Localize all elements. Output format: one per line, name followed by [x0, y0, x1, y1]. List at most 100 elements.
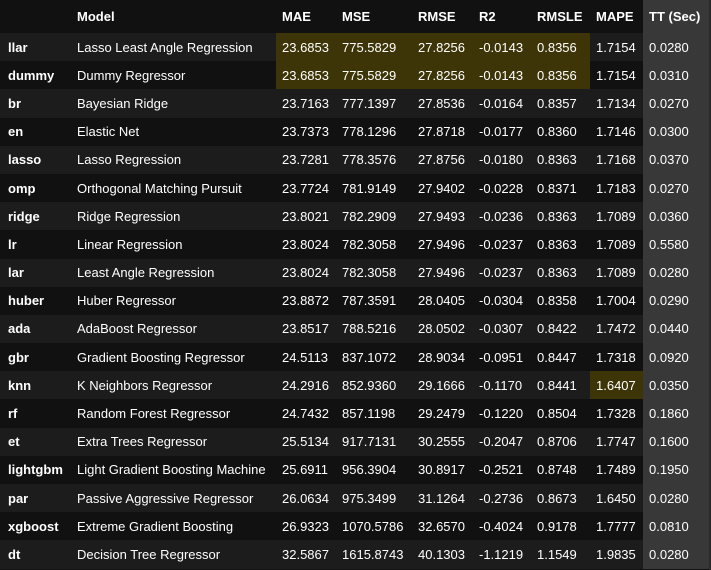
- mape-value: 1.7777: [596, 518, 636, 534]
- rmsle-value: 1.1549: [537, 546, 577, 562]
- table-row: rf Random Forest Regressor 24.7432 857.1198…: [0, 399, 711, 428]
- table-row: dt Decision Tree Regressor 32.5867 1615.874…: [0, 540, 711, 569]
- rmse-value: 29.2479: [418, 406, 465, 422]
- model-name: Elastic Net: [77, 124, 140, 140]
- tt-sec-value: 0.0370: [643, 145, 711, 174]
- mape-value: 1.7154: [596, 39, 636, 55]
- mae-value: 23.8024: [282, 265, 329, 281]
- mae-value: 23.8024: [282, 236, 329, 252]
- row-index: ridge: [8, 208, 40, 224]
- rmse-value: 28.0405: [418, 293, 465, 309]
- tt-sec-value: 0.0280: [643, 33, 711, 62]
- rmsle-value: 0.8363: [537, 208, 577, 224]
- column-header-tt-sec: TT (Sec): [643, 0, 711, 33]
- row-index: omp: [8, 180, 36, 196]
- tt-sec-value: 0.1600: [643, 427, 711, 456]
- model-name: AdaBoost Regressor: [77, 321, 197, 337]
- model-name: Linear Regression: [77, 236, 183, 252]
- model-name: Decision Tree Regressor: [77, 546, 221, 562]
- row-index: lr: [8, 236, 17, 252]
- tt-sec-value: 0.0280: [643, 258, 711, 287]
- model-name: Least Angle Regression: [77, 265, 215, 281]
- r2-value: -0.0237: [479, 265, 524, 281]
- rmse-value: 28.9034: [418, 349, 465, 365]
- mae-value: 23.7724: [282, 180, 329, 196]
- rmsle-value: 0.8356: [531, 61, 590, 90]
- mape-value: 1.7154: [596, 67, 636, 83]
- tt-sec-value: 0.0440: [643, 314, 711, 344]
- model-name: K Neighbors Regressor: [77, 377, 213, 393]
- mae-value: 32.5867: [282, 546, 329, 562]
- r2-value: -0.0304: [479, 293, 524, 309]
- mape-value: 1.7168: [596, 152, 636, 168]
- tt-sec-value: 0.0310: [643, 61, 711, 90]
- rmse-value: 30.2555: [418, 434, 465, 450]
- model-name: Lasso Regression: [77, 152, 182, 168]
- mape-value: 1.7328: [596, 406, 636, 422]
- row-index: br: [8, 95, 21, 111]
- rmsle-value: 0.8748: [537, 462, 577, 478]
- tt-sec-value: 0.0360: [643, 202, 711, 231]
- rmsle-value: 0.8363: [537, 152, 577, 168]
- mse-value: 1070.5786: [342, 518, 404, 534]
- mse-value: 975.3499: [342, 490, 397, 506]
- model-name: Dummy Regressor: [77, 67, 186, 83]
- mse-value: 857.1198: [342, 406, 396, 422]
- row-index: par: [8, 490, 29, 506]
- mape-value: 1.7004: [596, 293, 636, 309]
- model-name: Gradient Boosting Regressor: [77, 349, 245, 365]
- tt-sec-value: 0.0350: [643, 371, 711, 400]
- row-index: dt: [8, 546, 21, 562]
- rmse-value: 27.8756: [418, 152, 465, 168]
- rmse-value: 28.0502: [418, 321, 465, 337]
- tt-sec-value: 0.5580: [643, 230, 711, 259]
- r2-value: -0.0228: [479, 180, 524, 196]
- mse-value: 782.2909: [342, 208, 397, 224]
- mape-value: 1.6407: [590, 371, 643, 400]
- mse-value: 782.3058: [342, 236, 397, 252]
- row-index: huber: [8, 293, 45, 309]
- table-row: gbr Gradient Boosting Regressor 24.5113 837…: [0, 343, 711, 372]
- rmsle-value: 0.8357: [537, 95, 577, 111]
- model-name: Extreme Gradient Boosting: [77, 518, 234, 534]
- row-index: rf: [8, 406, 18, 422]
- rmse-value: 27.9402: [418, 180, 465, 196]
- table-row: omp Orthogonal Matching Pursuit 23.7724 781…: [0, 173, 711, 203]
- table-row: lar Least Angle Regression 23.8024 782.3058…: [0, 258, 711, 287]
- mape-value: 1.7489: [596, 462, 636, 478]
- rmsle-value: 0.9178: [537, 518, 577, 534]
- r2-value: -0.2521: [479, 462, 524, 478]
- r2-value: -1.1219: [479, 546, 524, 562]
- mape-value: 1.7089: [596, 208, 636, 224]
- mse-value: 917.7131: [342, 434, 397, 450]
- mae-value: 23.8517: [282, 321, 329, 337]
- row-index: llar: [8, 39, 28, 55]
- model-name: Bayesian Ridge: [77, 95, 169, 111]
- column-header-rmsle: RMSLE: [537, 9, 583, 24]
- tt-sec-value: 0.0280: [643, 540, 711, 569]
- vertical-scrollbar[interactable]: [709, 0, 711, 570]
- mae-value: 24.5113: [282, 349, 329, 365]
- table-body: llar Lasso Least Angle Regression 23.6853 7…: [0, 33, 711, 569]
- mse-value: 778.1296: [342, 124, 397, 140]
- table-row: lightgbm Light Gradient Boosting Machine 2…: [0, 455, 711, 484]
- mae-value: 26.9323: [282, 518, 329, 534]
- rmsle-value: 0.8358: [537, 293, 577, 309]
- rmse-value: 40.1303: [418, 546, 465, 562]
- mse-value: 787.3591: [342, 293, 397, 309]
- rmse-value: 29.1666: [418, 377, 465, 393]
- tt-sec-value: 0.1950: [643, 455, 711, 484]
- mae-value: 23.7281: [282, 152, 329, 168]
- tt-sec-value: 0.0810: [643, 512, 711, 541]
- rmsle-value: 0.8706: [537, 434, 577, 450]
- mse-value: 852.9360: [342, 377, 397, 393]
- mae-value: 23.7373: [282, 124, 329, 140]
- table-row: br Bayesian Ridge 23.7163 777.1397 27.8536 -0…: [0, 89, 711, 118]
- row-index: et: [8, 434, 20, 450]
- mae-value: 24.7432: [282, 406, 329, 422]
- table-row: et Extra Trees Regressor 25.5134 917.7131 30…: [0, 427, 711, 456]
- model-name: Lasso Least Angle Regression: [77, 39, 253, 55]
- column-header-mae: MAE: [282, 9, 311, 24]
- column-header-rmse: RMSE: [418, 9, 456, 24]
